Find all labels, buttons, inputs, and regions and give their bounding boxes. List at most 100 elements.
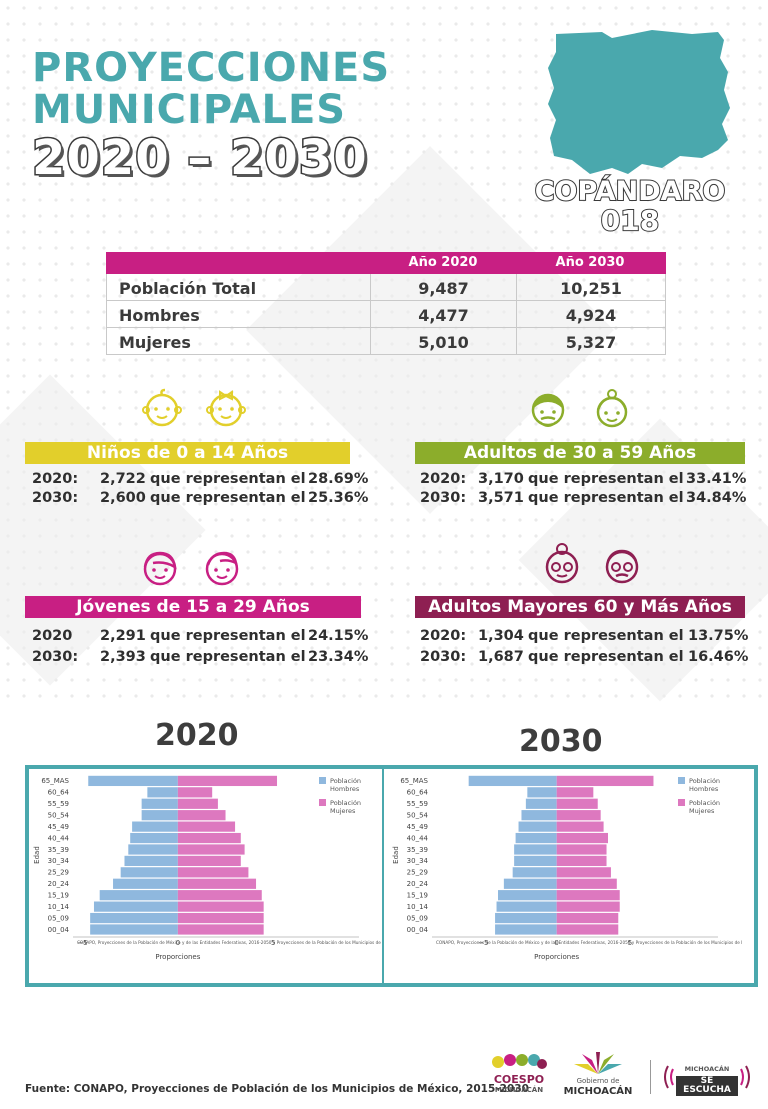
bar [503,878,557,889]
tick-label: 10_14 [48,903,70,911]
butterfly-icon [574,1052,622,1074]
table-row: Mujeres 5,010 5,327 [106,328,666,355]
value: 2,600 [100,490,146,506]
bar [177,787,213,798]
text: que representan el [150,649,306,665]
pyramid-chart-2020-box: 00_04 05_09 10_14 15_19 20_24 25_29 30_34 35_39… [29,769,395,983]
value: 3,170 [478,471,524,487]
row-label: Población Total [107,274,371,300]
value: 2,393 [100,649,146,665]
bar [556,810,601,821]
municipality-name: COPÁNDARO [534,175,727,208]
legend-label: Hombres [330,785,360,793]
bar [177,798,218,809]
text: que representan el [150,490,306,506]
pyramid-chart-2030-box: 00_04 05_09 10_14 15_19 20_24 25_29 30_34 35_39… [388,769,754,983]
bar [177,855,241,867]
year-label: 2020 [32,628,73,644]
value: 2,291 [100,628,146,644]
bar [556,867,611,878]
y-axis-label: Edad [33,846,41,864]
gobierno-name: MICHOACÁN [563,1086,633,1097]
tick-label: 55_59 [407,800,428,808]
value-2020: 5,010 [371,328,517,354]
tick-label: 40_44 [48,834,70,842]
tick-label: 05_09 [407,914,428,922]
elderly-woman-icon [545,543,579,584]
text: que representan el [528,649,684,665]
bar [113,878,178,889]
adult-man-icon [531,393,565,427]
percent: 28.69% [308,471,369,487]
value: 2,722 [100,471,146,487]
tick-label: 15_19 [407,892,428,900]
baby-girl-icon [206,390,246,427]
title-years: 2020 – 2030 [31,130,369,186]
tick-label: 10_14 [407,903,429,911]
bar [496,901,557,912]
bar [177,912,264,924]
bar [130,832,178,844]
value-2030: 5,327 [565,333,617,352]
bar [498,890,557,901]
legend-swatch [678,777,685,784]
bar [518,821,557,832]
tick-label: 5 [628,939,632,947]
tick-label: 65_MAS [41,777,69,785]
tick-label: 30_34 [407,857,429,865]
bar [177,890,262,901]
tick-label: 00_04 [407,926,429,934]
coespo-subtitle: MICHOACÁN [494,1086,544,1094]
bar [556,832,608,844]
percent: 16.46% [688,649,749,665]
year-label: 2030: [32,490,79,506]
value: 1,304 [478,628,524,644]
legend-label: Mujeres [330,807,356,815]
bar [120,867,178,878]
legend-swatch [319,799,326,806]
text: que representan el [150,471,306,487]
value-2020: 4,477 [371,301,517,327]
bar [495,912,557,924]
percent: 33.41% [686,471,747,487]
bar [556,798,598,809]
bar [124,855,178,867]
bar [556,890,620,901]
tick-label: 60_64 [48,789,70,797]
pyramid-title-2030: 2030 [519,724,603,759]
x-axis-label: Proporciones [155,953,200,961]
sound-waves-icon [664,1065,750,1089]
municipality-map [548,30,730,174]
column-2020: Año 2020 [408,255,478,270]
bar [525,798,557,809]
value-2030: 10,251 [560,279,622,298]
bar [495,924,557,935]
column-2030: Año 2030 [555,255,625,270]
legend-label: Población [689,777,720,785]
tick-label: 25_29 [48,869,69,877]
year-label: 2030: [420,649,467,665]
title-line-1: PROYECCIONES [32,45,391,91]
gobierno-label: Gobierno de [576,1077,620,1085]
band-jovenes: Jóvenes de 15 a 29 Años [25,596,361,618]
legend-swatch [678,799,685,806]
text: que representan el [528,490,684,506]
y-axis-label: Edad [392,846,400,864]
bar [177,924,264,935]
value: 1,687 [478,649,524,665]
legend-label: Población [689,799,720,807]
bar [556,787,594,798]
percent: 23.34% [308,649,369,665]
year-label: 2030: [32,649,79,665]
year-label: 2030: [420,490,467,506]
tick-label: −5 [478,939,488,947]
bar [128,844,178,855]
tick-label: 00_04 [48,926,70,934]
tick-label: 35_39 [48,846,69,854]
bar [177,775,278,787]
bar [556,912,619,924]
table-header: Año 2020 Año 2030 [106,252,666,274]
bar [141,798,178,809]
bar [177,901,264,912]
band-adultos: Adultos de 30 a 59 Años [415,442,745,464]
